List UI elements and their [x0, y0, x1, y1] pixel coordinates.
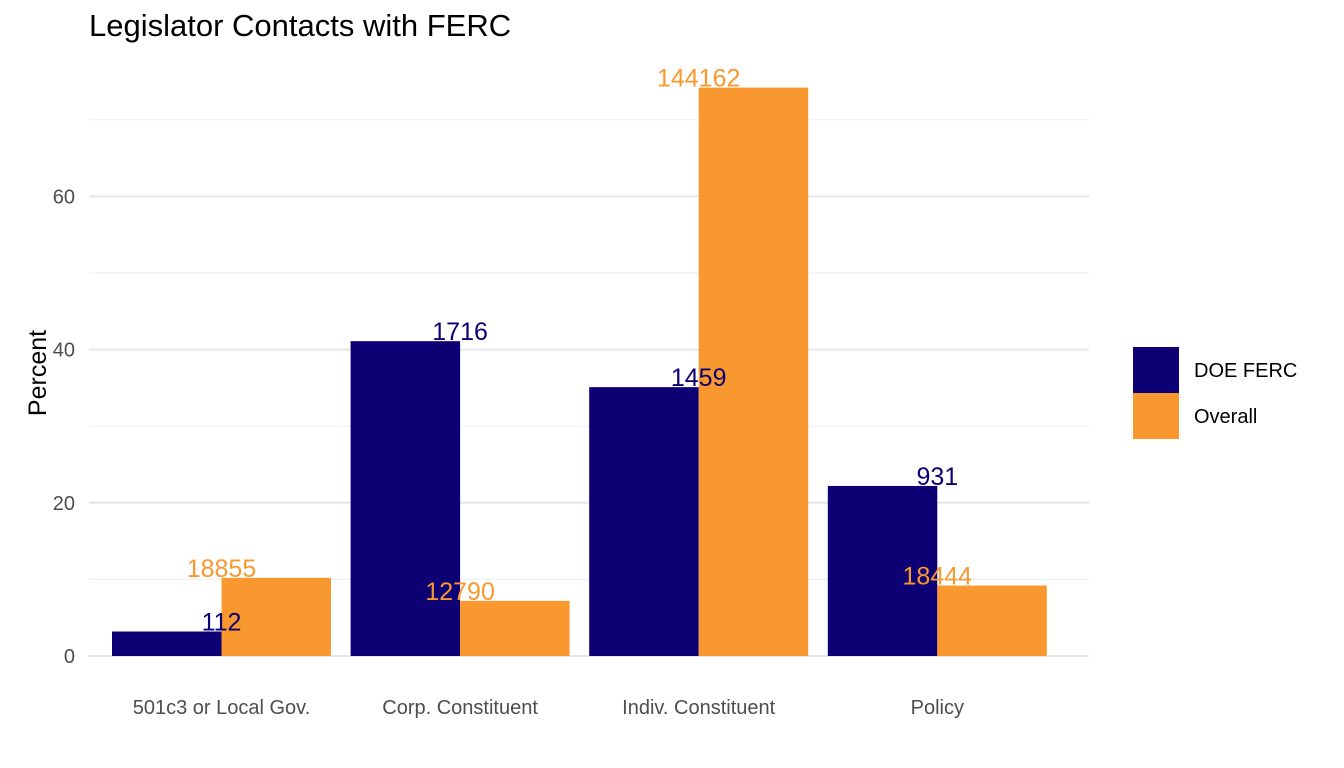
data-label: 1716 [432, 318, 488, 346]
legend-label: Overall [1194, 406, 1257, 428]
y-tick-label: 0 [64, 646, 75, 668]
x-tick-label: Indiv. Constituent [622, 697, 775, 719]
data-label: 12790 [425, 578, 495, 606]
bar-doe-ferc [827, 485, 938, 656]
x-tick-label: Policy [911, 697, 964, 719]
legend-swatch [1133, 347, 1179, 393]
legend-swatch [1133, 393, 1179, 439]
bar-overall [221, 577, 331, 656]
data-label: 144162 [657, 65, 740, 93]
bar-doe-ferc [589, 387, 699, 656]
bar-overall [460, 600, 570, 656]
y-axis-ticks: 0 20 40 60 [53, 186, 75, 668]
legend: DOE FERC Overall [1133, 347, 1297, 439]
data-labels: 112 18855 1716 12790 1459 144162 931 18444 [187, 65, 972, 637]
bar-doe-ferc [350, 341, 461, 656]
data-label: 931 [916, 463, 958, 491]
data-label: 112 [202, 608, 242, 636]
data-label: 1459 [671, 364, 727, 392]
bar-overall [937, 585, 1047, 656]
y-tick-label: 40 [53, 340, 75, 362]
x-axis-ticks: 501c3 or Local Gov. Corp. Constituent Indi… [133, 697, 964, 719]
bar-doe-ferc [112, 631, 222, 656]
legend-label: DOE FERC [1194, 360, 1297, 382]
data-label: 18444 [903, 563, 973, 591]
bars [112, 87, 1047, 657]
y-tick-label: 20 [53, 493, 75, 515]
bar-overall [698, 87, 809, 657]
y-tick-label: 60 [53, 186, 75, 208]
x-tick-label: Corp. Constituent [382, 697, 538, 719]
chart-title: Legislator Contacts with FERC [89, 8, 512, 43]
data-label: 18855 [187, 555, 257, 583]
x-tick-label: 501c3 or Local Gov. [133, 697, 311, 719]
y-axis-title: Percent [24, 330, 52, 416]
